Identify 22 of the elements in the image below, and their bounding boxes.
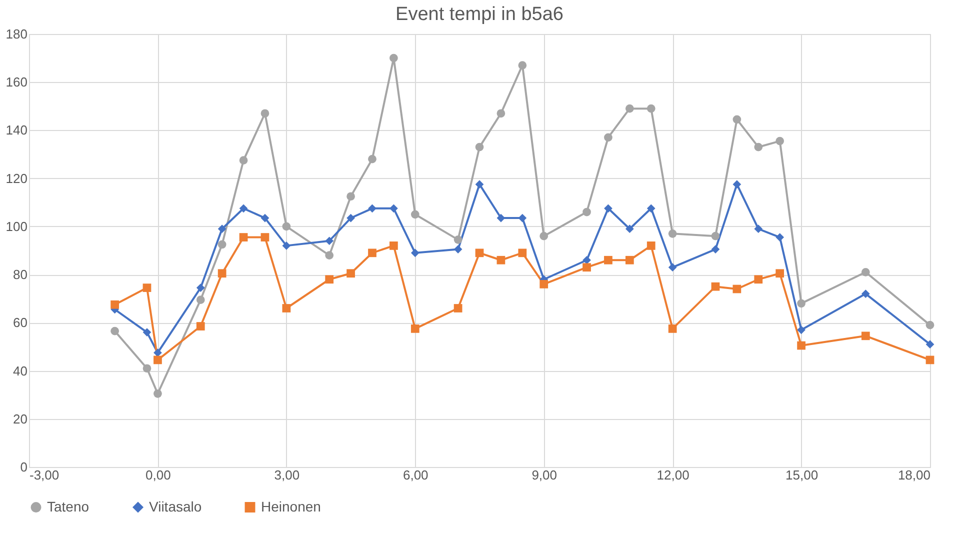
legend-label: Heinonen [261,498,321,514]
y-tick-label: 120 [6,170,28,186]
y-tick-label: 180 [6,26,28,42]
legend-label: Tateno [47,498,90,514]
y-tick-label: 100 [6,218,28,234]
y-tick-label: 20 [13,411,28,426]
y-tick-label: 160 [6,74,28,90]
x-tick-label: -3,00 [30,468,60,482]
x-tick-label: 12,00 [656,468,690,482]
x-tick-label: 0,00 [146,468,171,482]
x-tick-label: 15,00 [786,468,818,482]
y-tick-label: 80 [13,267,28,282]
y-tick-label: 140 [6,122,28,138]
x-tick-label: 6,00 [402,468,428,482]
chart-title: Event tempi in b5a6 [396,4,564,25]
y-tick-label: 40 [13,363,28,378]
x-tick-label: 9,00 [532,468,558,482]
x-tick-label: 18,00 [898,468,930,482]
x-tick-label: 3,00 [274,468,300,482]
y-tick-label: 0 [20,460,28,474]
y-tick-label: 60 [13,315,28,330]
legend-label: Viitasalo [149,498,202,514]
